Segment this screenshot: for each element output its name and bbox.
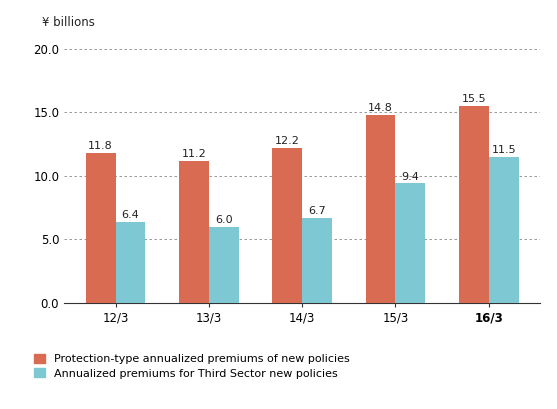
Text: 11.2: 11.2: [182, 149, 206, 159]
Text: 6.4: 6.4: [121, 210, 139, 220]
Bar: [302, 218, 332, 303]
Bar: [179, 161, 209, 303]
Text: 15.5: 15.5: [462, 94, 486, 104]
Text: 12.2: 12.2: [275, 136, 300, 146]
Bar: [86, 153, 115, 303]
Legend: Protection-type annualized premiums of new policies, Annualized premiums for Thi: Protection-type annualized premiums of n…: [34, 354, 350, 379]
Bar: [395, 184, 426, 303]
Text: ¥ billions: ¥ billions: [42, 16, 95, 29]
Text: 14.8: 14.8: [368, 103, 393, 113]
Bar: [209, 227, 239, 303]
Text: 11.5: 11.5: [491, 145, 516, 155]
Text: 6.7: 6.7: [308, 206, 326, 216]
Bar: [489, 157, 519, 303]
Text: 11.8: 11.8: [88, 141, 113, 151]
Bar: [365, 115, 395, 303]
Bar: [115, 222, 145, 303]
Text: 9.4: 9.4: [402, 172, 419, 182]
Text: 6.0: 6.0: [215, 215, 233, 225]
Bar: [272, 148, 302, 303]
Bar: [459, 106, 489, 303]
